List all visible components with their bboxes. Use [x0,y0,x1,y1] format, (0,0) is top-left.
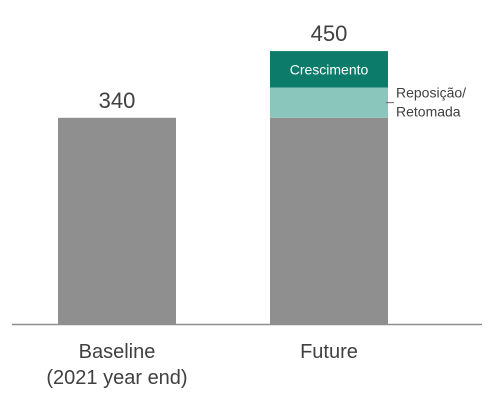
text-line: Reposição/ [396,85,466,101]
category-label-future: Future [300,341,358,363]
text-line: Retomada [396,104,461,120]
text-line: Future [300,341,358,363]
bar-segment-reposicao-future [270,87,388,118]
segment-label-crescimento: Crescimento [290,61,369,77]
category-label-baseline: Baseline (2021 year end) [46,341,187,389]
text-line: (2021 year end) [46,367,187,389]
bar-segment-base-baseline [58,117,176,324]
text-line: Baseline [79,341,156,363]
bar-segment-crescimento-future [270,51,388,88]
total-label-baseline: 340 [99,88,136,113]
bar-segment-base-future [270,117,388,324]
total-label-future: 450 [311,21,348,46]
segment-label-reposicao: Reposição/Retomada [396,85,466,120]
